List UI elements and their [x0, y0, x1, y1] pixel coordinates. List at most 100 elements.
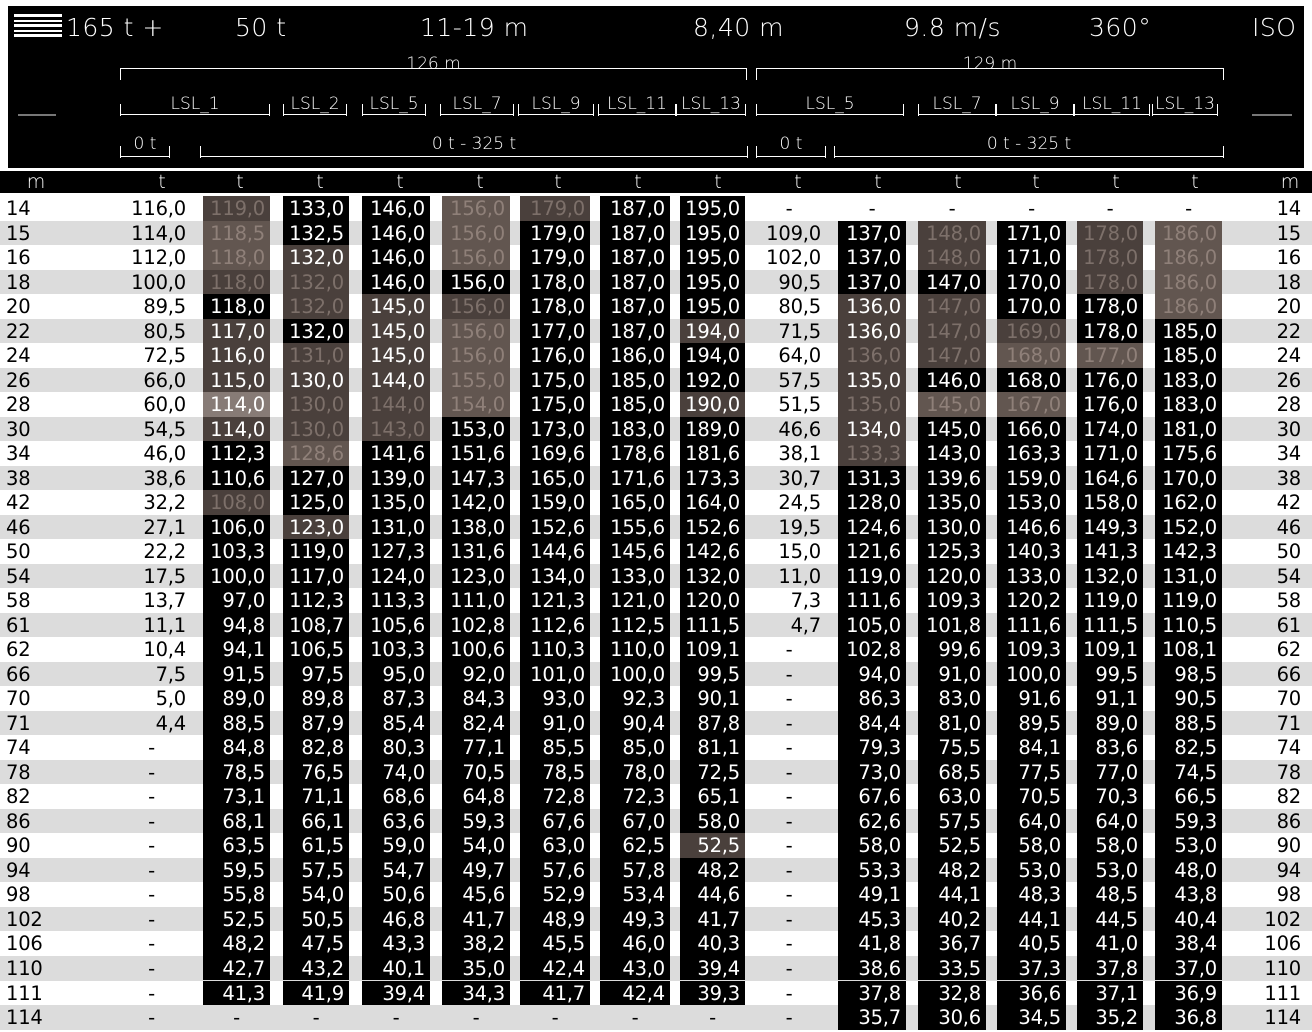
table-row: 90 - 63,5 61,5 59,0 54,0 63,0 62,5 52,5 - 58,0 52,5…	[0, 833, 1312, 858]
capacity-cell: 52,5	[918, 833, 986, 858]
capacity-cell: 93,0	[520, 686, 590, 711]
section-label-g2-5: LSL_13	[1155, 94, 1215, 114]
capacity-cell: 73,0	[838, 759, 906, 785]
capacity-cell: 89,0	[203, 686, 270, 711]
capacity-cell: 156,0	[442, 196, 510, 221]
radius-cell: 50	[6, 540, 31, 564]
capacity-cell: 71,1	[283, 784, 349, 809]
capacity-cell: 151,6	[442, 441, 510, 466]
capacity-cell: 147,3	[442, 465, 510, 491]
capacity-cell: 35,2	[1077, 1005, 1143, 1030]
radius-cell: 18	[1276, 270, 1302, 294]
capacity-cell: 43,8	[1155, 882, 1222, 907]
capacity-cell: 48,0	[1155, 857, 1222, 883]
table-row: 61 11,1 94,8 108,7 105,6 102,8 112,6 112,5 111,5…	[0, 612, 1312, 638]
capacity-cell: -	[785, 711, 793, 735]
group2-load-1: 0 t	[779, 134, 803, 154]
capacity-cell: 119,0	[283, 539, 349, 564]
capacity-cell: 38,1	[778, 442, 821, 466]
menu-icon[interactable]	[14, 14, 62, 41]
capacity-cell: 74,0	[362, 759, 430, 785]
capacity-cell: 62,5	[600, 833, 670, 858]
section-label-g2-4: LSL_11	[1082, 94, 1142, 114]
capacity-cell: 158,0	[1077, 490, 1143, 515]
capacity-cell: 40,3	[680, 931, 745, 956]
table-row: 50 22,2 103,3 119,0 127,3 131,6 144,6 145,6 142,…	[0, 539, 1312, 564]
capacity-cell: 118,0	[203, 245, 270, 270]
capacity-cell: 146,6	[997, 514, 1066, 540]
capacity-cell: 171,0	[1077, 441, 1143, 466]
capacity-cell: 144,0	[362, 367, 430, 393]
capacity-cell: 175,6	[1155, 441, 1222, 466]
table-row: 54 17,5 100,0 117,0 124,0 123,0 134,0 133,0 132,…	[0, 563, 1312, 589]
capacity-cell: 58,0	[1077, 833, 1143, 858]
capacity-cell: 99,5	[680, 661, 745, 687]
counterweight-value: 165 t +	[66, 13, 164, 42]
section-label-g1-1: LSL_1	[170, 94, 220, 114]
capacity-cell: 80,3	[362, 735, 430, 760]
capacity-cell: 111,6	[997, 612, 1066, 638]
capacity-cell: 115,0	[203, 367, 270, 393]
capacity-cell: 137,0	[838, 245, 906, 270]
capacity-cell: 110,0	[600, 637, 670, 662]
radius-cell: 24	[6, 344, 31, 368]
radius-cell: 46	[6, 515, 31, 539]
capacity-cell: 70,3	[1077, 784, 1143, 809]
capacity-cell: 71,5	[778, 319, 821, 343]
capacity-cell: 132,5	[283, 220, 349, 246]
capacity-cell: 41,0	[1077, 931, 1143, 956]
capacity-cell: 91,0	[520, 710, 590, 736]
capacity-cell: 159,0	[997, 465, 1066, 491]
capacity-cell: 186,0	[1155, 245, 1222, 270]
capacity-cell: 177,0	[520, 318, 590, 344]
unit-header-3: t	[316, 171, 324, 193]
table-row: 58 13,7 97,0 112,3 113,3 111,0 121,3 121,0 120,0…	[0, 588, 1312, 613]
capacity-cell: 187,0	[600, 220, 670, 246]
capacity-cell: 39,4	[362, 980, 430, 1005]
radius-cell: 24	[1276, 344, 1302, 368]
capacity-cell: 59,3	[1155, 808, 1222, 834]
table-row: 66 7,5 91,5 97,5 95,0 92,0 101,0 100,0 99,5 - 94,0…	[0, 661, 1312, 687]
capacity-cell: 187,0	[600, 269, 670, 295]
capacity-cell: 179,0	[520, 245, 590, 270]
capacity-cell: 65,1	[680, 784, 745, 809]
capacity-cell: 92,3	[600, 686, 670, 711]
capacity-cell: 175,0	[520, 392, 590, 417]
capacity-cell: 64,0	[997, 808, 1066, 834]
capacity-cell: 7,3	[790, 589, 822, 613]
capacity-cell: 140,3	[997, 539, 1066, 564]
table-row: 38 38,6 110,6 127,0 139,0 147,3 165,0 171,6 173,…	[0, 465, 1312, 491]
capacity-cell: 83,0	[918, 686, 986, 711]
capacity-cell: 5,0	[155, 687, 187, 711]
capacity-cell: 190,0	[680, 392, 745, 417]
unit-header-1: t	[158, 171, 166, 193]
capacity-cell: 163,3	[997, 441, 1066, 466]
capacity-cell: 147,0	[918, 343, 986, 368]
radius-cell: 102	[1264, 907, 1301, 931]
capacity-cell: 52,9	[520, 882, 590, 907]
radius-cell: 18	[6, 270, 31, 294]
capacity-cell: 170,0	[997, 269, 1066, 295]
capacity-cell: 58,0	[680, 808, 745, 834]
capacity-cell: 82,4	[442, 710, 510, 736]
capacity-cell: 30,6	[918, 1005, 986, 1030]
track-width-value: 8,40 m	[693, 13, 784, 42]
capacity-cell: -	[709, 1006, 716, 1030]
radius-cell: 111	[6, 981, 43, 1005]
capacity-cell: 187,0	[600, 245, 670, 270]
radius-cell: 62	[1276, 638, 1302, 662]
capacity-cell: 178,6	[600, 441, 670, 466]
capacity-cell: 171,6	[600, 465, 670, 491]
capacity-cell: 146,0	[918, 367, 986, 393]
capacity-cell: 53,0	[997, 857, 1066, 883]
section-label-g2-3: LSL_9	[1010, 94, 1060, 114]
capacity-cell: 105,0	[838, 612, 906, 638]
radius-cell: 20	[1276, 295, 1302, 319]
capacity-cell: 135,0	[838, 367, 906, 393]
capacity-cell: 124,6	[838, 514, 906, 540]
capacity-cell: 133,0	[997, 563, 1066, 589]
capacity-cell: -	[785, 736, 793, 760]
capacity-cell: 124,0	[362, 563, 430, 589]
capacity-cell: 194,0	[680, 343, 745, 368]
capacity-cell: 154,0	[442, 392, 510, 417]
